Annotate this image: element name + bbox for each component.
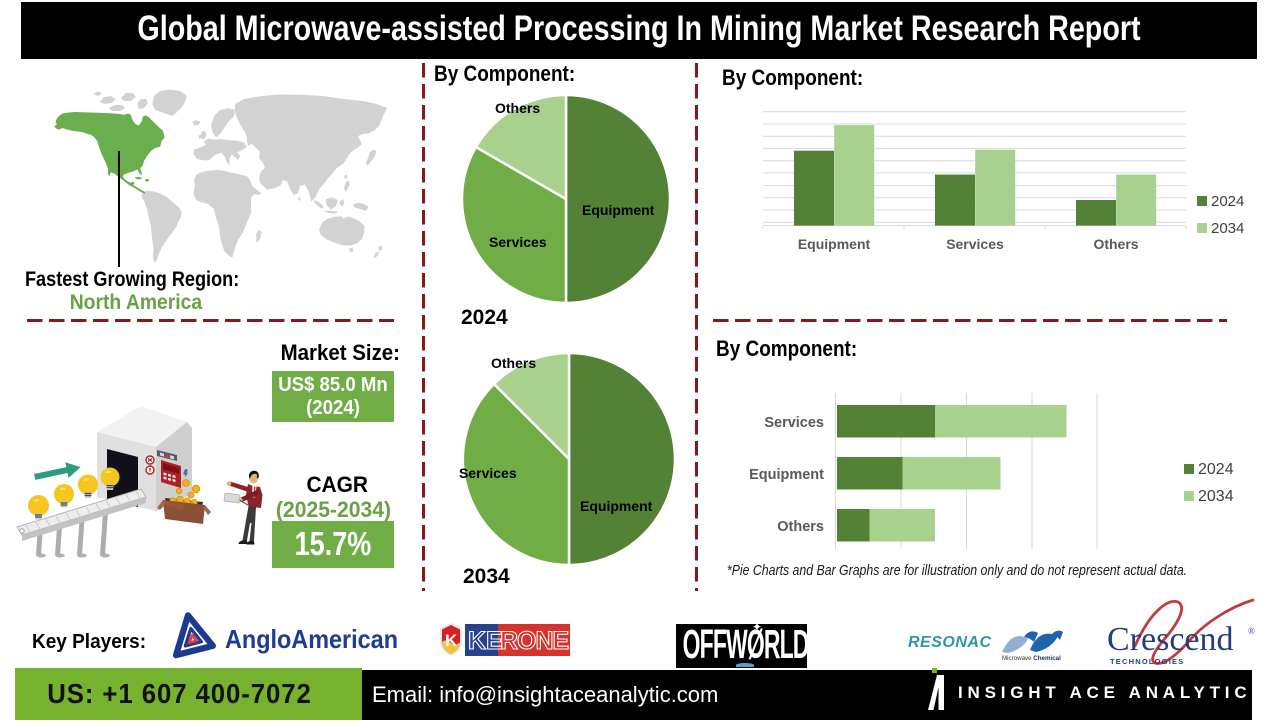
svg-text:Services: Services	[946, 236, 1004, 252]
svg-text:Microwave Chemical: Microwave Chemical	[1002, 655, 1061, 662]
svg-text:2024: 2024	[1198, 461, 1234, 478]
svg-text:Others: Others	[777, 519, 824, 535]
svg-text:Equipment: Equipment	[798, 236, 871, 252]
svg-text:AngloAmerican: AngloAmerican	[225, 624, 398, 654]
svg-text:Services: Services	[764, 415, 824, 431]
svg-text:2034: 2034	[1211, 220, 1244, 237]
svg-text:Crescend: Crescend	[1107, 621, 1234, 658]
svg-text:INSIGHT ACE ANALYTIC: INSIGHT ACE ANALYTIC	[958, 683, 1251, 702]
svg-text:2034: 2034	[1198, 488, 1234, 505]
svg-text:KE: KE	[468, 627, 503, 655]
svg-text:2024: 2024	[1211, 193, 1244, 210]
svg-text:RONE: RONE	[500, 627, 569, 655]
svg-text:Equipment: Equipment	[749, 467, 824, 483]
svg-text:Others: Others	[1093, 236, 1138, 252]
svg-text:®: ®	[1248, 626, 1255, 636]
svg-text:TECHNOLOGIES: TECHNOLOGIES	[1110, 657, 1184, 666]
svg-text:K: K	[445, 631, 458, 650]
